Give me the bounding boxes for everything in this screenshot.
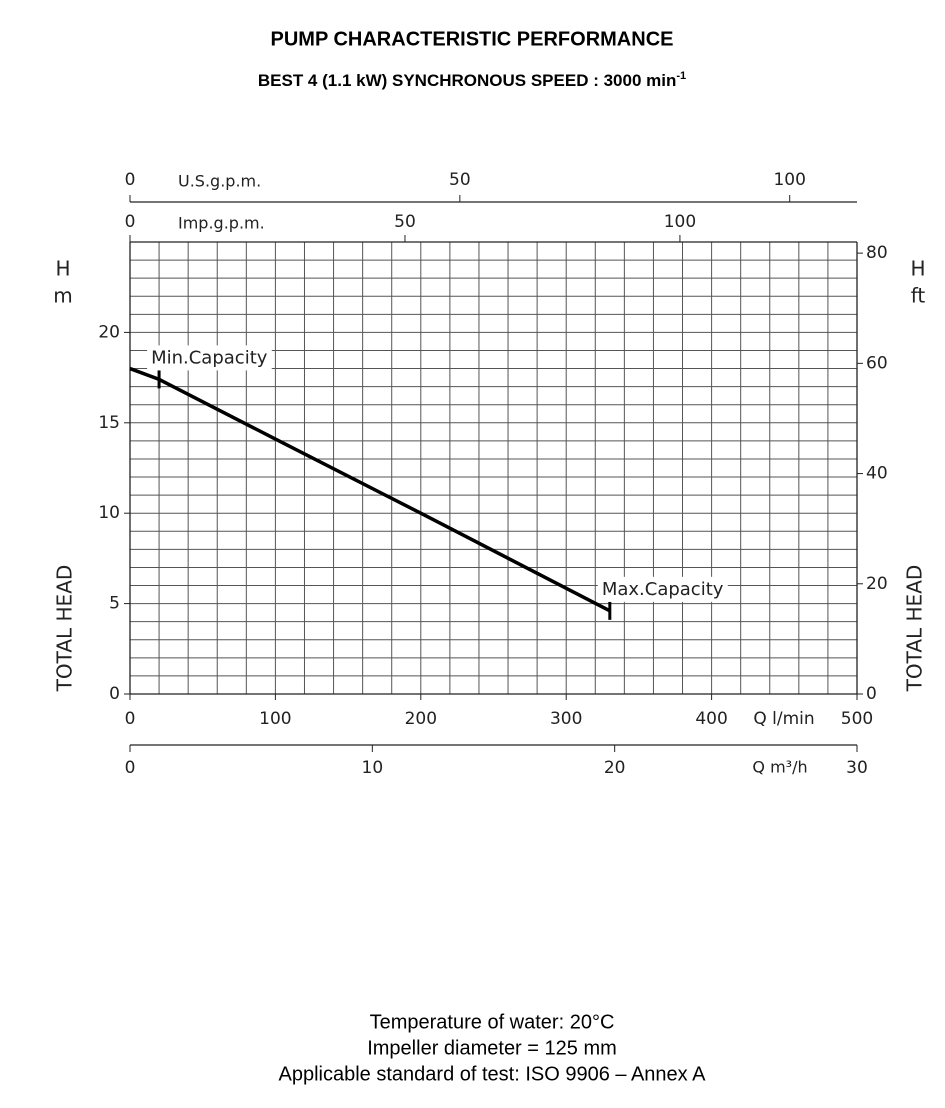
imp-gpm-tick-label: 100 bbox=[664, 212, 696, 232]
x-tick-label: 300 bbox=[550, 709, 582, 729]
pump-curve bbox=[129, 366, 611, 613]
y2-tick-label: 0 bbox=[866, 684, 877, 704]
footer-line: Temperature of water: 20°C bbox=[370, 1011, 615, 1033]
y-tick-label: 15 bbox=[98, 413, 120, 433]
chart-subtitle: BEST 4 (1.1 kW) SYNCHRONOUS SPEED : 3000… bbox=[258, 70, 686, 91]
y2-axis-label: TOTAL HEAD bbox=[903, 565, 927, 693]
us-gpm-label: U.S.g.p.m. bbox=[178, 172, 261, 191]
x-tick-label: 100 bbox=[259, 709, 291, 729]
x-axis-label: Q l/min bbox=[753, 709, 814, 729]
y-tick-label: 10 bbox=[98, 503, 120, 523]
capacity-label: Max.Capacity bbox=[602, 579, 724, 600]
x-tick-label: 200 bbox=[405, 709, 437, 729]
q-m3h-tick-label: 10 bbox=[362, 758, 384, 778]
y-tick-label: 5 bbox=[109, 594, 120, 614]
y-tick-label: 20 bbox=[98, 322, 120, 342]
chart-title: PUMP CHARACTERISTIC PERFORMANCE bbox=[271, 28, 674, 50]
x-tick-label: 500 bbox=[841, 709, 873, 729]
y-tick-label: 0 bbox=[109, 684, 120, 704]
us-gpm-tick-label: 50 bbox=[449, 170, 471, 190]
imp-gpm-label: Imp.g.p.m. bbox=[178, 214, 265, 233]
label-background bbox=[597, 576, 728, 602]
us-gpm-tick-label: 100 bbox=[773, 170, 805, 190]
q-m3h-tick-label: 30 bbox=[846, 758, 868, 778]
y2-tick-label: 20 bbox=[866, 574, 888, 594]
imp-gpm-tick-label: 0 bbox=[125, 212, 136, 232]
footer-line: Applicable standard of test: ISO 9906 – … bbox=[279, 1063, 707, 1085]
x-tick-label: 0 bbox=[125, 709, 136, 729]
capacity-label: Min.Capacity bbox=[151, 347, 268, 368]
y2-unit: ft bbox=[911, 284, 926, 308]
y-unit: m bbox=[53, 284, 72, 308]
y2-tick-label: 80 bbox=[866, 243, 888, 263]
q-m3h-tick-label: 0 bbox=[125, 758, 136, 778]
y2-symbol: H bbox=[910, 257, 925, 281]
subtitle-sup: -1 bbox=[676, 70, 686, 82]
q-m3h-label: Q m³/h bbox=[752, 758, 807, 777]
us-gpm-tick-label: 0 bbox=[125, 170, 136, 190]
q-m3h-tick-label: 20 bbox=[604, 758, 626, 778]
y-axis-label: TOTAL HEAD bbox=[53, 565, 77, 693]
y-symbol: H bbox=[55, 257, 70, 281]
label-background bbox=[147, 345, 272, 371]
y2-tick-label: 60 bbox=[866, 353, 888, 373]
y2-tick-label: 40 bbox=[866, 464, 888, 484]
footer-line: Impeller diameter = 125 mm bbox=[367, 1037, 617, 1059]
subtitle-text: BEST 4 (1.1 kW) SYNCHRONOUS SPEED : 3000… bbox=[258, 71, 677, 90]
x-tick-label: 400 bbox=[695, 709, 727, 729]
imp-gpm-tick-label: 50 bbox=[394, 212, 416, 232]
